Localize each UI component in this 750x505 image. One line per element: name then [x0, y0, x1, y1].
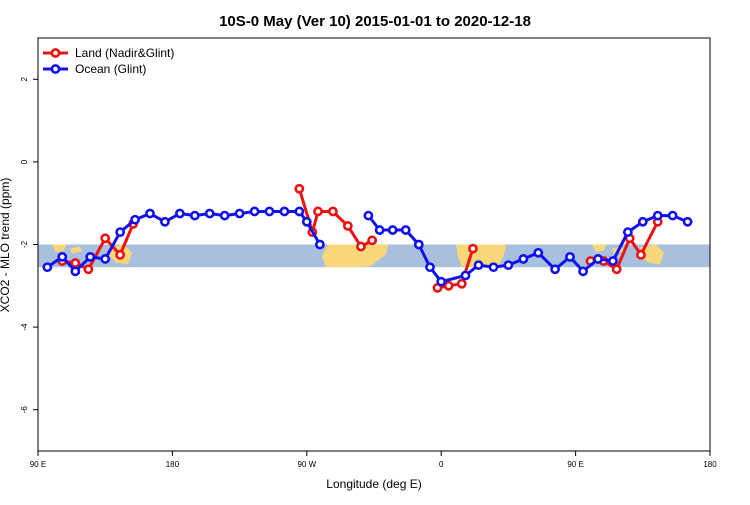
data-point: [652, 210, 663, 221]
x-axis-label: Longitude (deg E): [326, 477, 421, 491]
data-point: [636, 249, 646, 260]
data-point: [611, 264, 622, 275]
data-point: [456, 278, 467, 289]
data-point: [425, 262, 435, 273]
data-point: [413, 239, 424, 250]
data-point: [279, 206, 290, 217]
data-point: [637, 216, 648, 227]
data-point: [342, 221, 353, 231]
land-shape: [592, 244, 606, 253]
series-line: [297, 188, 373, 249]
data-point: [550, 264, 560, 275]
data-point: [443, 280, 454, 291]
legend-marker: [50, 64, 61, 74]
series-line: [437, 248, 475, 290]
data-point: [294, 206, 305, 217]
legend-label: Land (Nadir&Glint): [75, 46, 174, 60]
data-point: [436, 276, 447, 287]
y-tick-label: -2: [20, 240, 29, 248]
data-point: [313, 206, 323, 217]
series-0: [57, 183, 663, 293]
data-point: [682, 216, 693, 227]
data-point: [518, 254, 529, 264]
data-point: [219, 210, 230, 221]
data-point: [115, 249, 126, 260]
data-point: [145, 208, 155, 219]
land-shape: [322, 244, 388, 268]
x-tick-label: 0: [439, 460, 444, 469]
data-point: [100, 254, 111, 264]
x-tick-label: 90 E: [30, 460, 46, 469]
y-tick-label: 0: [20, 159, 29, 164]
data-point: [367, 235, 378, 246]
data-point: [473, 260, 484, 271]
data-point: [314, 239, 325, 250]
data-point: [57, 251, 68, 262]
data-point: [328, 206, 338, 217]
data-point: [130, 214, 140, 225]
data-point: [160, 216, 170, 227]
legend-label: Ocean (Glint): [75, 62, 146, 76]
x-tick-label: 90 W: [297, 460, 316, 469]
data-layer: [42, 183, 693, 293]
data-point: [533, 247, 544, 258]
legend: Land (Nadir&Glint) Ocean (Glint): [43, 46, 174, 76]
data-point: [189, 210, 200, 221]
data-point: [578, 266, 588, 277]
data-point: [667, 210, 678, 221]
data-point: [174, 208, 185, 219]
data-point: [42, 262, 53, 273]
data-point: [115, 227, 126, 238]
y-tick-label: 2: [20, 77, 29, 82]
y-axis: 2 0 -2 -4 -6: [20, 77, 38, 414]
data-point: [400, 225, 411, 235]
data-point: [249, 206, 260, 217]
data-point: [374, 225, 385, 235]
data-point: [363, 210, 374, 221]
data-point: [301, 216, 312, 227]
data-point: [264, 206, 275, 217]
data-point: [387, 225, 398, 235]
x-tick-label: 180: [703, 460, 717, 469]
data-point: [488, 262, 499, 273]
data-point: [503, 260, 514, 271]
data-point: [622, 227, 633, 238]
data-point: [100, 233, 111, 244]
data-point: [593, 254, 603, 264]
x-tick-label: 180: [166, 460, 180, 469]
y-tick-label: -4: [20, 323, 29, 331]
land-shape: [70, 246, 82, 254]
data-point: [204, 208, 215, 219]
x-axis: 90 E 180 90 W 0 90 E 180: [30, 451, 717, 469]
y-tick-label: -6: [20, 406, 29, 414]
data-point: [294, 183, 305, 194]
land-shape: [52, 244, 66, 253]
chart-title: 10S-0 May (Ver 10) 2015-01-01 to 2020-12…: [219, 13, 531, 30]
data-point: [608, 256, 618, 266]
data-point: [460, 270, 471, 281]
data-point: [565, 251, 575, 262]
data-point: [83, 264, 94, 275]
data-point: [356, 241, 366, 252]
series-1: [42, 206, 693, 287]
data-point: [70, 258, 81, 268]
data-point: [468, 243, 478, 254]
y-axis-label: XCO2 - MLO trend (ppm): [0, 178, 12, 313]
x-tick-label: 90 E: [567, 460, 583, 469]
land-shape: [640, 244, 664, 265]
data-point: [70, 266, 81, 277]
data-point: [234, 208, 245, 219]
legend-marker: [50, 48, 61, 58]
data-point: [85, 251, 96, 262]
